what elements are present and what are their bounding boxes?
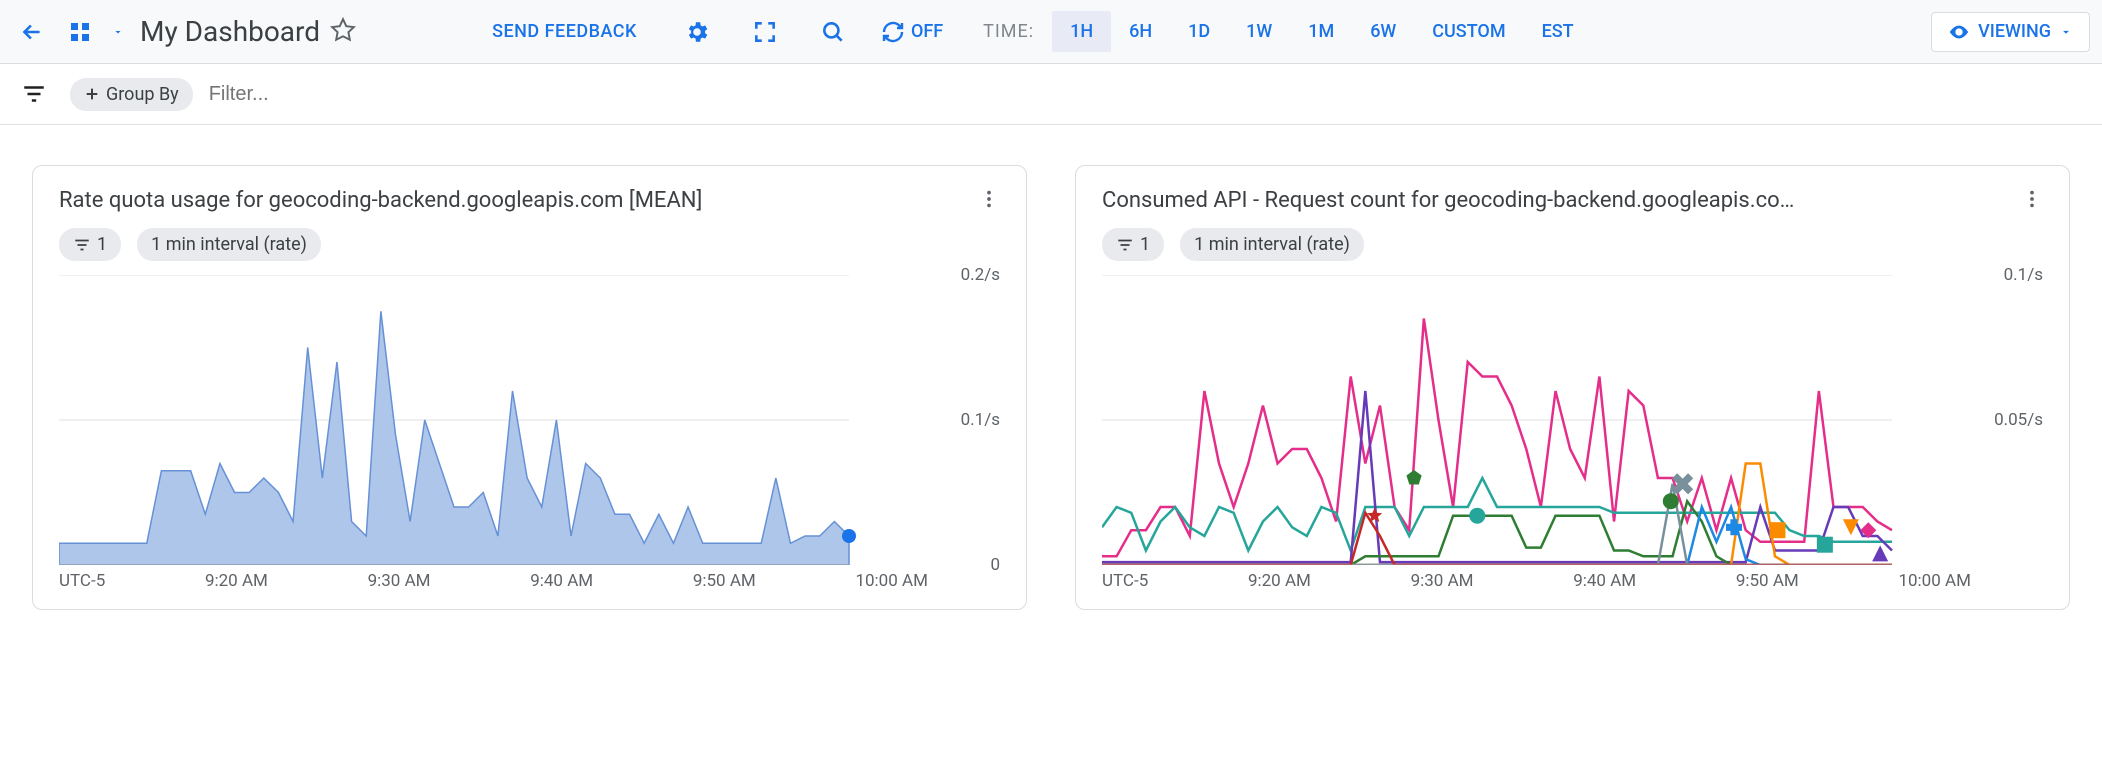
chart-svg bbox=[1102, 275, 1972, 565]
time-label: TIME: bbox=[983, 21, 1034, 42]
x-tick-label: 9:40 AM bbox=[1573, 571, 1636, 591]
filter-count: 1 bbox=[97, 234, 107, 255]
refresh-off-label: OFF bbox=[911, 21, 943, 42]
topbar: My Dashboard SEND FEEDBACK OFF TIME: 1H6… bbox=[0, 0, 2102, 64]
viewing-mode-pill[interactable]: VIEWING bbox=[1931, 12, 2090, 52]
interval-label: 1 min interval (rate) bbox=[1194, 234, 1350, 255]
time-range-6h[interactable]: 6H bbox=[1111, 11, 1170, 52]
viewing-label: VIEWING bbox=[1978, 21, 2051, 42]
more-vert-icon[interactable] bbox=[2021, 188, 2043, 214]
time-range-1d[interactable]: 1D bbox=[1170, 11, 1228, 52]
chart-card-rate-quota: Rate quota usage for geocoding-backend.g… bbox=[32, 165, 1027, 610]
refresh-icon bbox=[881, 20, 905, 44]
filter-bar: Group By bbox=[0, 64, 2102, 125]
dashboard-type-dropdown-icon[interactable] bbox=[108, 12, 128, 52]
gear-icon[interactable] bbox=[677, 12, 717, 52]
y-tick-label: 0.05/s bbox=[1994, 410, 2043, 430]
y-tick-label: 0.1/s bbox=[2004, 265, 2043, 285]
title-area: My Dashboard bbox=[140, 15, 356, 48]
fullscreen-icon[interactable] bbox=[745, 12, 785, 52]
toolbar-icons: OFF bbox=[677, 12, 943, 52]
back-arrow-icon[interactable] bbox=[12, 12, 52, 52]
chart-area: 0.2/s0.1/s0 bbox=[59, 275, 1000, 565]
y-tick-label: 0.2/s bbox=[961, 265, 1000, 285]
eye-icon bbox=[1948, 21, 1970, 43]
x-tick-label: 10:00 AM bbox=[855, 571, 927, 591]
x-tick-label: 9:30 AM bbox=[368, 571, 431, 591]
tz-label: UTC-5 bbox=[1102, 571, 1148, 591]
filter-list-icon[interactable] bbox=[14, 74, 54, 114]
y-tick-label: 0 bbox=[990, 555, 1000, 575]
time-range-custom[interactable]: CUSTOM bbox=[1414, 11, 1523, 52]
x-tick-label: 10:00 AM bbox=[1898, 571, 1970, 591]
group-by-label: Group By bbox=[106, 84, 179, 105]
time-range-1h[interactable]: 1H bbox=[1052, 11, 1111, 52]
page-title: My Dashboard bbox=[140, 15, 320, 48]
search-icon[interactable] bbox=[813, 12, 853, 52]
card-title: Consumed API - Request count for geocodi… bbox=[1102, 188, 1794, 213]
x-tick-label: 9:50 AM bbox=[1736, 571, 1799, 591]
x-tick-label: 9:30 AM bbox=[1411, 571, 1474, 591]
x-tick-label: 9:40 AM bbox=[530, 571, 593, 591]
tz-label: UTC-5 bbox=[59, 571, 105, 591]
y-tick-label: 0.1/s bbox=[961, 410, 1000, 430]
filter-count-chip[interactable]: 1 bbox=[59, 228, 121, 261]
interval-label: 1 min interval (rate) bbox=[151, 234, 307, 255]
x-tick-label: 9:20 AM bbox=[205, 571, 268, 591]
chart-card-request-count: Consumed API - Request count for geocodi… bbox=[1075, 165, 2070, 610]
cards-row: Rate quota usage for geocoding-backend.g… bbox=[0, 125, 2102, 650]
timezone-button[interactable]: EST bbox=[1524, 11, 1592, 52]
refresh-toggle[interactable]: OFF bbox=[881, 20, 943, 44]
x-axis: UTC-5 9:20 AM 9:30 AM 9:40 AM 9:50 AM 10:00 … bbox=[1102, 565, 2043, 591]
dashboard-type-icon[interactable] bbox=[60, 12, 100, 52]
group-by-chip[interactable]: Group By bbox=[70, 78, 193, 111]
plus-icon bbox=[84, 86, 100, 102]
interval-chip[interactable]: 1 min interval (rate) bbox=[1180, 228, 1364, 261]
filter-count-chip[interactable]: 1 bbox=[1102, 228, 1164, 261]
card-title: Rate quota usage for geocoding-backend.g… bbox=[59, 188, 702, 213]
x-axis: UTC-5 9:20 AM 9:30 AM 9:40 AM 9:50 AM 10:00 … bbox=[59, 565, 1000, 591]
send-feedback-link[interactable]: SEND FEEDBACK bbox=[492, 21, 637, 42]
time-range-1w[interactable]: 1W bbox=[1228, 11, 1290, 52]
interval-chip[interactable]: 1 min interval (rate) bbox=[137, 228, 321, 261]
star-icon[interactable] bbox=[330, 17, 356, 47]
x-tick-label: 9:50 AM bbox=[693, 571, 756, 591]
time-range-section: TIME: 1H6H1D1W1M6WCUSTOM EST bbox=[983, 11, 1591, 52]
filter-icon bbox=[1116, 236, 1134, 254]
chevron-down-icon bbox=[2059, 25, 2073, 39]
more-vert-icon[interactable] bbox=[978, 188, 1000, 214]
filter-count: 1 bbox=[1140, 234, 1150, 255]
filter-icon bbox=[73, 236, 91, 254]
chart-area: 0.1/s0.05/s bbox=[1102, 275, 2043, 565]
x-tick-label: 9:20 AM bbox=[1248, 571, 1311, 591]
time-range-6w[interactable]: 6W bbox=[1352, 11, 1414, 52]
chart-svg bbox=[59, 275, 929, 565]
filter-input[interactable] bbox=[209, 83, 2088, 106]
time-range-1m[interactable]: 1M bbox=[1290, 11, 1352, 52]
